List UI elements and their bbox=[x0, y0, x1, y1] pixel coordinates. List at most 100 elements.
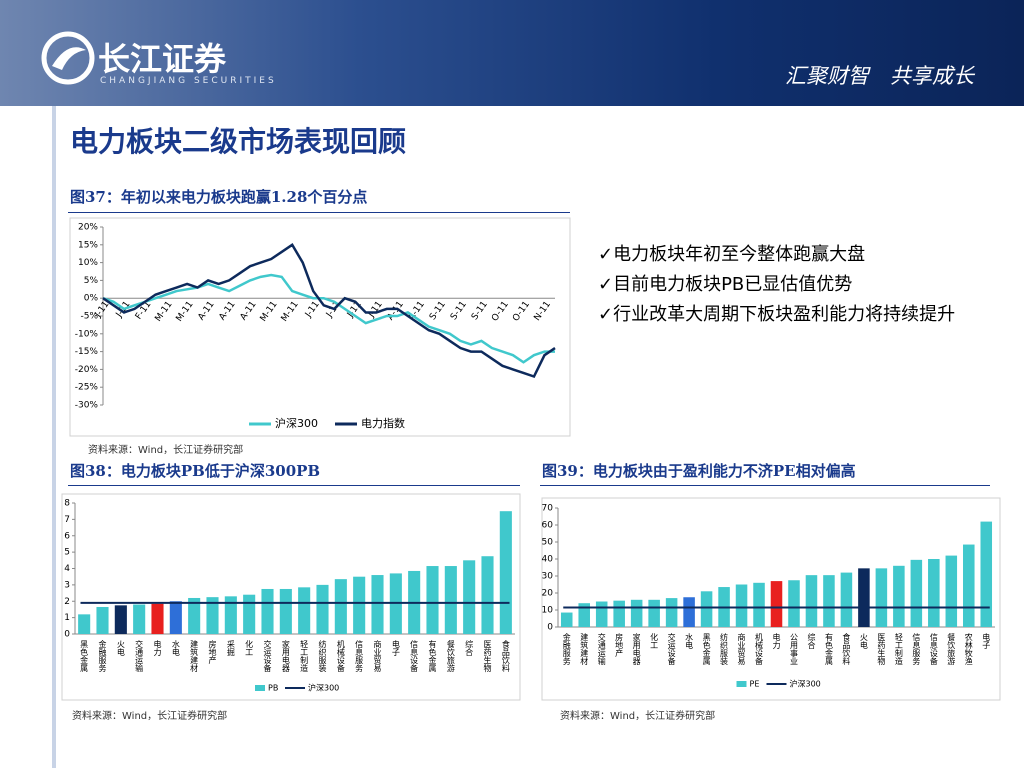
bar bbox=[206, 597, 219, 634]
x-tick-label: J-11 bbox=[366, 300, 385, 321]
y-tick-label: 5% bbox=[84, 276, 99, 286]
y-tick-label: 70 bbox=[542, 504, 554, 514]
logo-subtext: CHANGJIANG SECURITIES bbox=[100, 76, 277, 86]
legend-swatch bbox=[255, 685, 265, 691]
x-tick-label: 金融服务 bbox=[98, 639, 107, 673]
x-tick-label: 建筑建材 bbox=[190, 639, 199, 672]
bar bbox=[718, 587, 730, 627]
x-tick-label: 电子 bbox=[391, 639, 400, 656]
bar bbox=[665, 598, 678, 627]
y-tick-label: -15% bbox=[75, 347, 99, 357]
x-tick-label: J-11 bbox=[324, 300, 343, 321]
y-tick-label: 50 bbox=[542, 538, 554, 548]
bar bbox=[735, 584, 748, 627]
x-tick-label: 轻工制造 bbox=[894, 632, 903, 666]
bar bbox=[114, 605, 127, 634]
y-tick-label: 8 bbox=[64, 499, 70, 509]
legend-label: PB bbox=[268, 684, 278, 693]
x-tick-label: 家用电器 bbox=[281, 639, 290, 673]
x-tick-label: J-11 bbox=[93, 300, 112, 321]
y-tick-label: 4 bbox=[64, 564, 70, 574]
bar bbox=[858, 568, 870, 627]
bar bbox=[893, 565, 905, 627]
bar bbox=[224, 596, 237, 634]
legend-label: 电力指数 bbox=[361, 416, 405, 430]
y-tick-label: -10% bbox=[75, 329, 99, 339]
x-tick-label: 医药生物 bbox=[483, 640, 492, 673]
bar bbox=[316, 584, 329, 634]
x-tick-label: 商业贸易 bbox=[373, 639, 382, 673]
chart-frame bbox=[61, 493, 521, 701]
y-tick-label: 15% bbox=[78, 240, 98, 250]
bar bbox=[788, 580, 800, 627]
bar bbox=[188, 597, 201, 634]
x-tick-label: 信息设备 bbox=[929, 632, 938, 666]
bar bbox=[928, 559, 940, 627]
x-tick-label: J-11 bbox=[114, 300, 133, 321]
title-rule bbox=[68, 485, 520, 486]
x-tick-label: A-11 bbox=[239, 300, 259, 323]
bar bbox=[770, 581, 783, 627]
bar bbox=[700, 591, 713, 627]
x-tick-label: 有色金属 bbox=[428, 639, 437, 673]
y-tick-label: 10 bbox=[542, 606, 554, 616]
x-tick-label: N-11 bbox=[533, 300, 553, 323]
y-tick-label: 0% bbox=[84, 294, 99, 304]
x-tick-label: 信息服务 bbox=[355, 639, 364, 673]
bar bbox=[875, 568, 888, 627]
y-tick-label: 3 bbox=[64, 580, 70, 590]
x-tick-label: 家用电器 bbox=[632, 632, 641, 666]
x-tick-label: 火电 bbox=[859, 633, 868, 649]
x-tick-label: 采掘 bbox=[226, 639, 235, 657]
x-tick-label: S-11 bbox=[470, 300, 490, 322]
x-tick-label: M-11 bbox=[153, 300, 174, 324]
x-tick-label: 综合 bbox=[807, 632, 816, 650]
y-tick-label: 10% bbox=[78, 258, 98, 268]
x-tick-label: A-11 bbox=[218, 300, 238, 323]
x-tick-label: M-11 bbox=[259, 300, 280, 324]
bar bbox=[353, 576, 366, 634]
bar bbox=[463, 560, 476, 634]
x-tick-label: 金融服务 bbox=[562, 632, 571, 666]
bar bbox=[389, 573, 402, 634]
bar bbox=[151, 603, 164, 634]
bar bbox=[279, 588, 292, 634]
x-tick-label: 信息服务 bbox=[912, 632, 921, 666]
bar bbox=[910, 559, 923, 627]
y-tick-label: 6 bbox=[64, 531, 70, 541]
x-tick-label: M-11 bbox=[175, 300, 196, 324]
x-tick-label: A-11 bbox=[407, 300, 427, 323]
x-tick-label: 机械设备 bbox=[336, 639, 345, 673]
bar bbox=[371, 575, 384, 634]
legend-label: 沪深300 bbox=[790, 679, 821, 689]
x-tick-label: 纺织服装 bbox=[720, 632, 729, 666]
emblem-wave bbox=[52, 47, 86, 70]
x-tick-label: 交运设备 bbox=[263, 639, 272, 673]
x-tick-label: 食品饮料 bbox=[501, 639, 510, 673]
logo-text: 长江证券 bbox=[98, 40, 227, 78]
x-tick-label: M-11 bbox=[280, 300, 301, 324]
x-tick-label: 纺织服装 bbox=[318, 639, 327, 673]
x-tick-label: 机械设备 bbox=[755, 632, 764, 666]
x-tick-label: 房地产 bbox=[615, 632, 624, 658]
side-rule bbox=[52, 106, 56, 768]
bar bbox=[426, 566, 439, 634]
legend-swatch bbox=[736, 681, 747, 687]
title-rule bbox=[540, 485, 990, 486]
x-tick-label: 交通运输 bbox=[597, 632, 606, 666]
x-tick-label: 食品饮料 bbox=[842, 632, 851, 666]
line-series bbox=[102, 273, 555, 364]
bar bbox=[595, 601, 608, 627]
title-rule bbox=[68, 212, 570, 213]
x-tick-label: 轻工制造 bbox=[300, 639, 309, 673]
legend-label: 沪深300 bbox=[308, 683, 339, 693]
x-tick-label: 水电 bbox=[685, 632, 694, 649]
chart-title: 图38：电力板块PB低于沪深300PB bbox=[70, 462, 321, 480]
x-tick-label: A-11 bbox=[386, 300, 406, 323]
source-note: 资料来源：Wind，长江证券研究部 bbox=[88, 445, 244, 456]
bar bbox=[823, 575, 835, 627]
chart-frame bbox=[541, 497, 1001, 701]
bar bbox=[481, 556, 494, 634]
bar bbox=[169, 601, 182, 634]
